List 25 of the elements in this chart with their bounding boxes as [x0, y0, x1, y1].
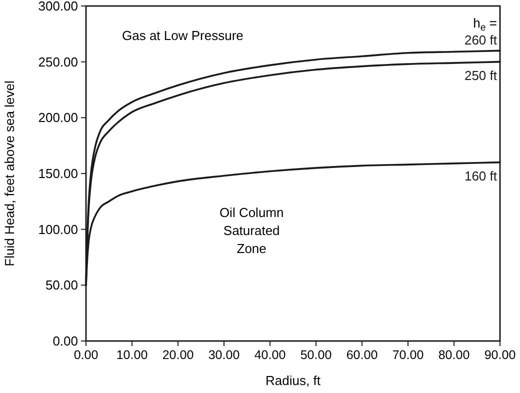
annotation: Gas at Low Pressure: [122, 28, 244, 43]
x-tick-label: 20.00: [162, 348, 194, 362]
y-tick-label: 50.00: [45, 278, 78, 293]
x-tick-label: 30.00: [208, 348, 240, 362]
x-tick-label: 90.00: [484, 348, 516, 362]
y-axis-title: Fluid Head, feet above sea level: [2, 80, 17, 266]
x-tick-label: 40.00: [254, 348, 286, 362]
y-tick-label: 300.00: [38, 0, 78, 14]
series-label: 250 ft: [464, 68, 498, 83]
x-tick-label: 10.00: [116, 348, 148, 362]
series-label: 160 ft: [464, 168, 498, 184]
y-tick-label: 0.00: [52, 334, 78, 348]
x-axis-title: Radius, ft: [266, 373, 321, 388]
y-tick-label: 100.00: [38, 222, 78, 237]
x-tick-label: 0.00: [74, 348, 98, 362]
annotation: Oil Column Saturated Zone: [219, 205, 284, 256]
x-tick-label: 50.00: [300, 348, 332, 362]
x-tick-label: 70.00: [392, 348, 424, 362]
y-tick-label: 200.00: [38, 110, 78, 126]
annotation: h$_{e}$ =: [473, 16, 497, 34]
x-tick-label: 60.00: [346, 348, 378, 362]
x-tick-label: 80.00: [438, 348, 470, 362]
y-tick-label: 250.00: [38, 54, 78, 70]
series-label: 260 ft: [464, 32, 498, 48]
y-tick-label: 150.00: [38, 166, 78, 181]
